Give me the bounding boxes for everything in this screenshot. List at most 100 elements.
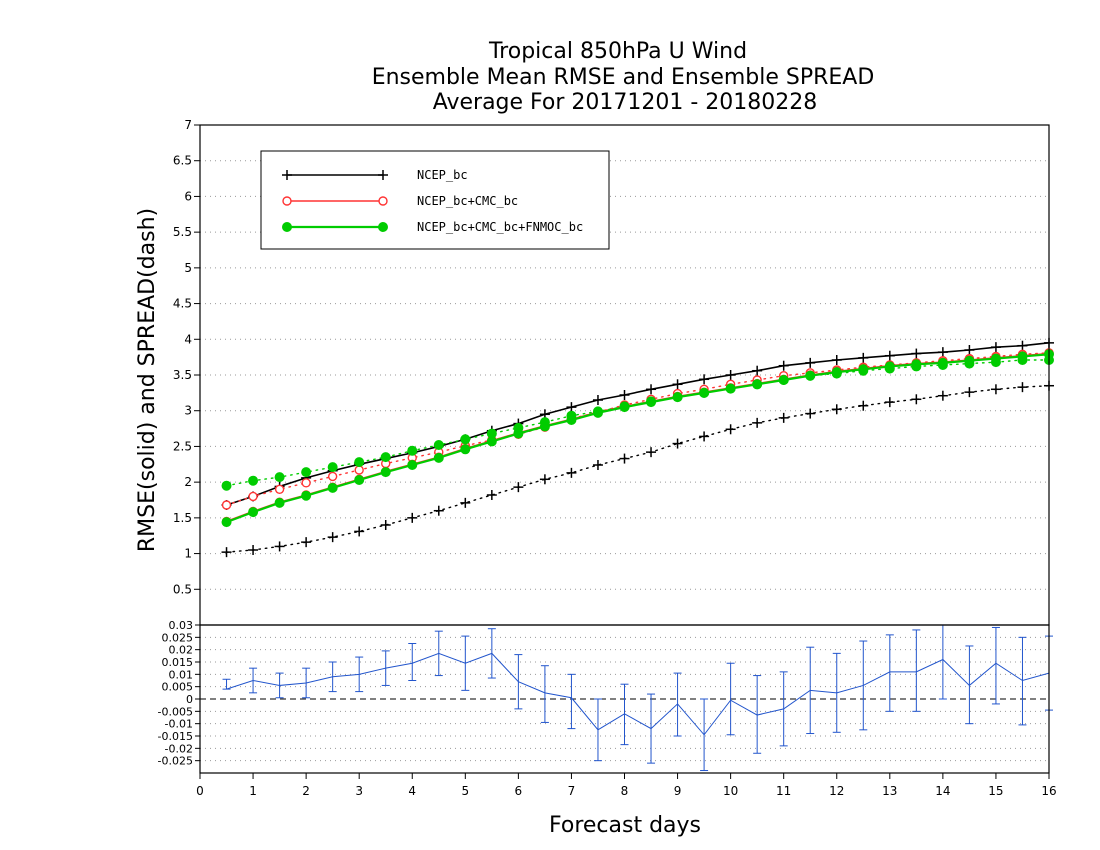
spread-point-3 (248, 475, 259, 486)
rmse-point-1 (566, 402, 577, 413)
spread-point-1 (990, 384, 1001, 395)
x-tick-label: 10 (723, 784, 738, 798)
difference-y-tick-label: 0 (186, 693, 193, 706)
rmse-point-3 (407, 460, 418, 470)
rmse-point-3 (937, 357, 948, 368)
rmse-point-3 (354, 475, 365, 485)
spread-point-1 (911, 394, 922, 405)
spread-point-1 (592, 460, 603, 470)
difference-y-tick-label: 0.02 (169, 644, 194, 657)
spread-point-1 (1017, 382, 1028, 393)
rmse-point-1 (725, 370, 736, 380)
spread-point-1 (884, 397, 895, 408)
difference-y-tick-label: 0.025 (162, 631, 194, 644)
legend-label-1: NCEP_bc (417, 168, 468, 182)
chart-title-line-3: Average For 20171201 - 20180228 (433, 90, 818, 115)
spread-point-3 (460, 434, 471, 445)
spread-point-1 (858, 400, 869, 411)
spread-point-2 (248, 491, 258, 502)
legend-label-3: NCEP_bc+CMC_bc+FNMOC_bc (417, 220, 583, 234)
chart-title-line-1: Tropical 850hPa U Wind (488, 39, 747, 64)
rmse-point-1 (752, 365, 763, 376)
x-tick-label: 3 (355, 784, 363, 798)
rmse-point-1 (672, 379, 683, 390)
rmse-point-1 (990, 342, 1001, 353)
spread-line-2 (225, 352, 1050, 506)
chart-title-line-2: Ensemble Mean RMSE and Ensemble SPREAD (372, 65, 875, 90)
spread-point-3 (407, 445, 418, 456)
difference-y-tick-label: -0.025 (158, 755, 193, 768)
difference-y-axis: -0.025-0.02-0.015-0.01-0.00500.0050.010.… (158, 619, 200, 768)
legend-label-2: NCEP_bc+CMC_bc (417, 194, 518, 208)
main-y-tick-label: 2.5 (173, 439, 192, 453)
spread-point-2 (221, 500, 232, 510)
rmse-point-3 (619, 402, 630, 413)
rmse-point-3 (1017, 351, 1028, 362)
rmse-point-3 (221, 517, 232, 528)
spread-point-1 (460, 497, 471, 508)
difference-y-tick-label: 0.01 (169, 668, 194, 681)
x-tick-label: 13 (882, 784, 897, 798)
x-axis-label: Forecast days (549, 813, 701, 838)
spread-point-1 (380, 520, 391, 530)
x-tick-label: 15 (988, 784, 1003, 798)
x-tick-label: 1 (249, 784, 257, 798)
difference-y-tick-label: -0.02 (165, 742, 193, 755)
legend-marker-1 (282, 170, 292, 180)
rmse-point-3 (831, 367, 842, 378)
rmse-point-1 (592, 395, 603, 405)
x-tick-label: 16 (1041, 784, 1056, 798)
y-axis-label: RMSE(solid) and SPREAD(dash) (135, 208, 160, 552)
spread-point-2 (354, 465, 364, 475)
rmse-point-3 (433, 452, 444, 463)
legend-marker-3 (378, 222, 388, 232)
main-y-tick-label: 6.5 (173, 154, 192, 168)
spread-point-1 (354, 526, 365, 537)
rmse-point-1 (964, 345, 975, 355)
spread-point-3 (327, 462, 338, 473)
spread-point-2 (301, 478, 311, 488)
main-y-axis: 0.5 1 1.5 2 2.5 3 3.5 4 4.5 5 5.5 6 6.5 7 (173, 118, 200, 596)
spread-point-3 (301, 467, 312, 478)
x-axis: 0 1 2 3 4 5 6 7 8 9 10 11 12 13 14 15 16 (196, 773, 1057, 798)
main-y-tick-label: 0.5 (173, 582, 192, 596)
spread-point-1 (539, 474, 550, 485)
difference-y-tick-label: 0.015 (162, 656, 194, 669)
spread-point-3 (354, 457, 365, 468)
rmse-point-1 (699, 374, 710, 385)
spread-point-1 (327, 532, 338, 543)
main-y-tick-label: 3 (184, 404, 192, 418)
rmse-point-3 (884, 361, 895, 372)
spread-point-1 (937, 390, 948, 401)
main-y-tick-label: 6 (184, 189, 192, 203)
difference-y-tick-label: -0.015 (158, 730, 193, 743)
main-y-tick-label: 4.5 (173, 297, 192, 311)
difference-y-tick-label: -0.01 (165, 718, 193, 731)
rmse-point-1 (858, 352, 869, 363)
rmse-point-3 (327, 482, 338, 493)
rmse-point-1 (884, 350, 895, 361)
spread-point-1 (486, 490, 497, 500)
spread-point-1 (778, 412, 789, 423)
spread-point-1 (725, 424, 736, 435)
rmse-point-3 (539, 421, 550, 432)
rmse-point-3 (513, 428, 524, 439)
rmse-point-3 (301, 490, 312, 501)
spread-point-3 (274, 472, 285, 483)
difference-y-tick-label: 0.03 (169, 619, 194, 632)
x-tick-label: 8 (621, 784, 629, 798)
spread-point-1 (752, 417, 763, 428)
x-tick-label: 0 (196, 784, 204, 798)
main-y-tick-label: 5.5 (173, 225, 192, 239)
x-tick-label: 7 (568, 784, 576, 798)
rmse-point-3 (699, 387, 710, 398)
rmse-point-3 (911, 359, 922, 370)
rmse-point-1 (646, 384, 657, 395)
rmse-point-3 (805, 370, 816, 381)
difference-plot-series (222, 625, 1053, 772)
rmse-point-3 (778, 375, 789, 385)
rmse-point-3 (990, 353, 1001, 364)
spread-point-2 (327, 471, 338, 482)
spread-point-1 (619, 453, 630, 464)
